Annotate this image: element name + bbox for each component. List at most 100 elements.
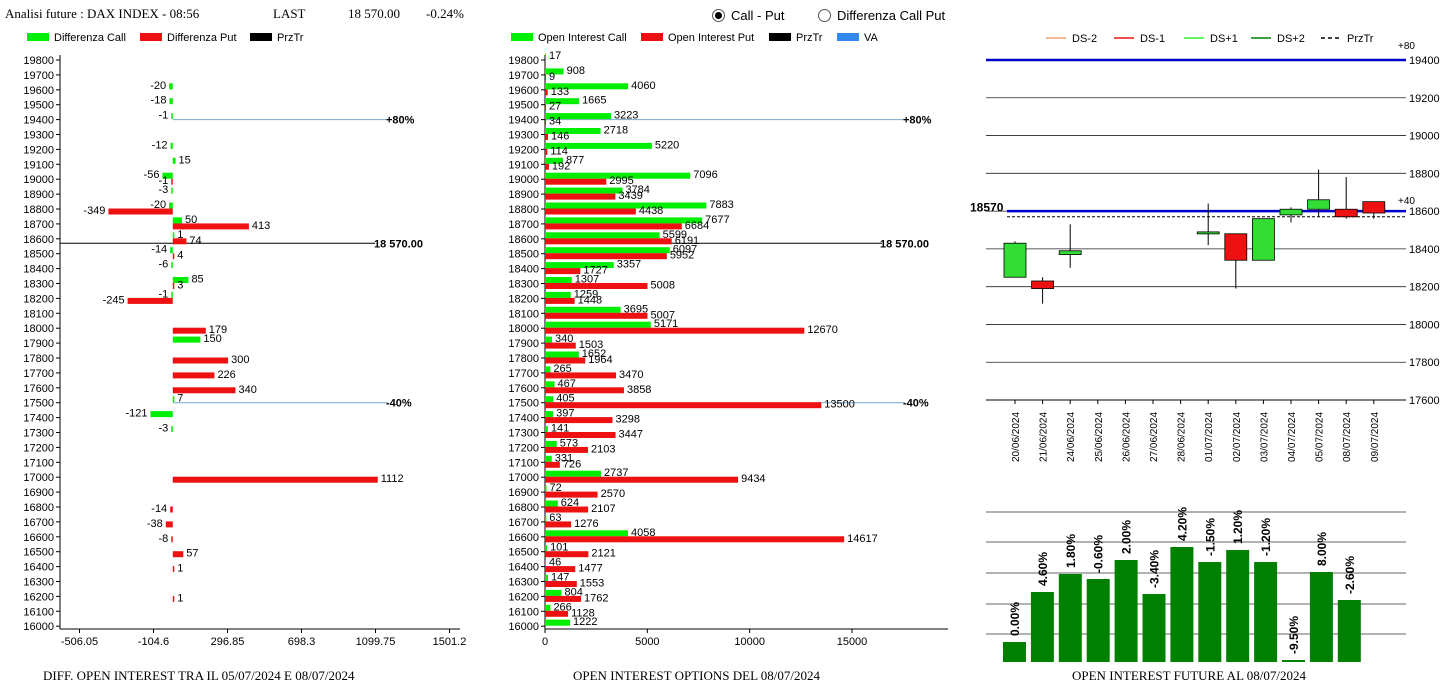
reference-label: +80% [386,115,415,127]
radio-difference[interactable]: Differenza Call Put [818,8,945,23]
call-diff-bar [169,83,173,90]
bar-value-label: 300 [231,354,249,366]
call-oi-bar [545,202,707,209]
y-tick-label: 19400 [1409,55,1440,67]
last-label: LAST [273,6,306,21]
bar-value-label: 50 [185,214,197,226]
bar-value-label: 1307 [575,274,599,286]
bar-value-label: 2121 [591,548,615,560]
bar-value-label: 9434 [741,473,765,485]
y-tick-label: 16500 [23,547,54,559]
candle-body [1031,280,1054,289]
x-tick-label: 09/07/2024 [1370,412,1381,462]
y-tick-label: 18600 [508,234,539,246]
call-oi-bar [545,172,691,179]
bar-value-label: 1 [177,592,183,604]
put-diff-bar [170,506,173,513]
legend-label: PrzTr [1347,33,1374,45]
y-tick-label: 19000 [508,174,539,186]
put-oi-bar [545,521,572,528]
candle-body [1362,201,1386,214]
y-tick-label: 19300 [508,130,539,142]
bar-value-label: 265 [553,363,571,375]
x-tick-label: 20/06/2024 [1011,412,1022,462]
put-oi-bar [545,417,613,424]
y-tick-label: 16900 [23,487,54,499]
bar-value-label: 3695 [624,303,648,315]
y-tick-label: 17400 [508,413,539,425]
bar-value-label: 226 [217,369,235,381]
bar-value-label: 15 [179,154,191,166]
y-tick-label: 17000 [23,472,54,484]
bar-value-label: 2.00% [1120,520,1134,554]
bar-value-label: -3 [158,184,168,196]
bar-value-label: 4.60% [1036,552,1050,586]
legend-label: VA [864,32,879,44]
x-tick-label: 02/07/2024 [1232,412,1243,462]
future-bar [1337,600,1361,662]
bar-value-label: 2995 [609,175,633,187]
put-oi-bar [545,297,575,304]
bar-value-label: 0.00% [1008,602,1022,636]
y-tick-label: 18700 [23,219,54,231]
future-bar [1142,594,1166,662]
y-tick-label: 16300 [23,577,54,589]
y-tick-label: 16200 [508,591,539,603]
future-bar [1309,572,1333,662]
put-diff-bar [172,566,175,573]
y-tick-label: 17900 [508,338,539,350]
put-oi-bar [545,178,607,185]
bar-value-label: -20 [150,199,166,211]
bar-value-label: 3298 [615,414,639,426]
bar-value-label: 150 [203,333,221,345]
bar-value-label: 3470 [619,369,643,381]
future-bar [1114,560,1138,662]
call-diff-bar [169,98,173,105]
y-tick-label: 17100 [508,457,539,469]
put-oi-bar [545,491,598,498]
put-oi-bar [545,89,548,96]
put-oi-bar [545,402,822,409]
call-oi-bar [545,604,551,611]
candle-body [1196,231,1220,235]
y-tick-label: 19600 [23,85,54,97]
put-oi-bar [545,536,845,543]
call-diff-bar [172,157,176,164]
put-diff-bar [165,521,173,528]
prztr-label: 18 570.00 [374,238,423,250]
call-oi-bar [545,128,601,134]
x-tick-label: 01/07/2024 [1204,412,1215,462]
call-oi-bar [545,262,614,269]
bar-value-label: 2737 [604,467,628,479]
x-tick-label: 05/07/2024 [1315,412,1326,462]
bar-value-label: -56 [144,169,160,181]
radio-label: Call - Put [731,8,785,23]
bar-value-label: 13500 [824,399,855,411]
x-tick-label: 5000 [635,636,659,648]
future-bar [1170,547,1194,662]
y-tick-label: 19800 [23,55,54,67]
y-tick-label: 19200 [23,144,54,156]
legend-label: PrzTr [796,32,823,44]
call-oi-bar [545,500,558,507]
put-oi-bar [545,446,589,453]
y-tick-label: 16100 [508,606,539,618]
put-diff-bar [172,223,249,230]
y-tick-label: 17800 [23,353,54,365]
put-diff-bar [127,297,173,304]
legend-swatch [250,33,272,41]
reference-label: -40% [386,398,412,410]
bar-value-label: 1964 [588,354,612,366]
put-oi-bar [545,223,682,230]
y-tick-label: 17200 [508,442,539,454]
bar-value-label: 6097 [673,244,697,256]
bar-value-label: 46 [549,557,561,569]
bar-value-label: 27 [549,101,561,113]
current-price-label: 18570 [970,200,1004,214]
x-tick-label: 698.3 [288,636,316,648]
radio-call-put[interactable]: Call - Put [712,8,784,23]
future-bar [1198,562,1222,662]
call-oi-bar [545,113,611,120]
put-oi-bar [545,268,581,275]
bar-value-label: 147 [551,572,569,584]
